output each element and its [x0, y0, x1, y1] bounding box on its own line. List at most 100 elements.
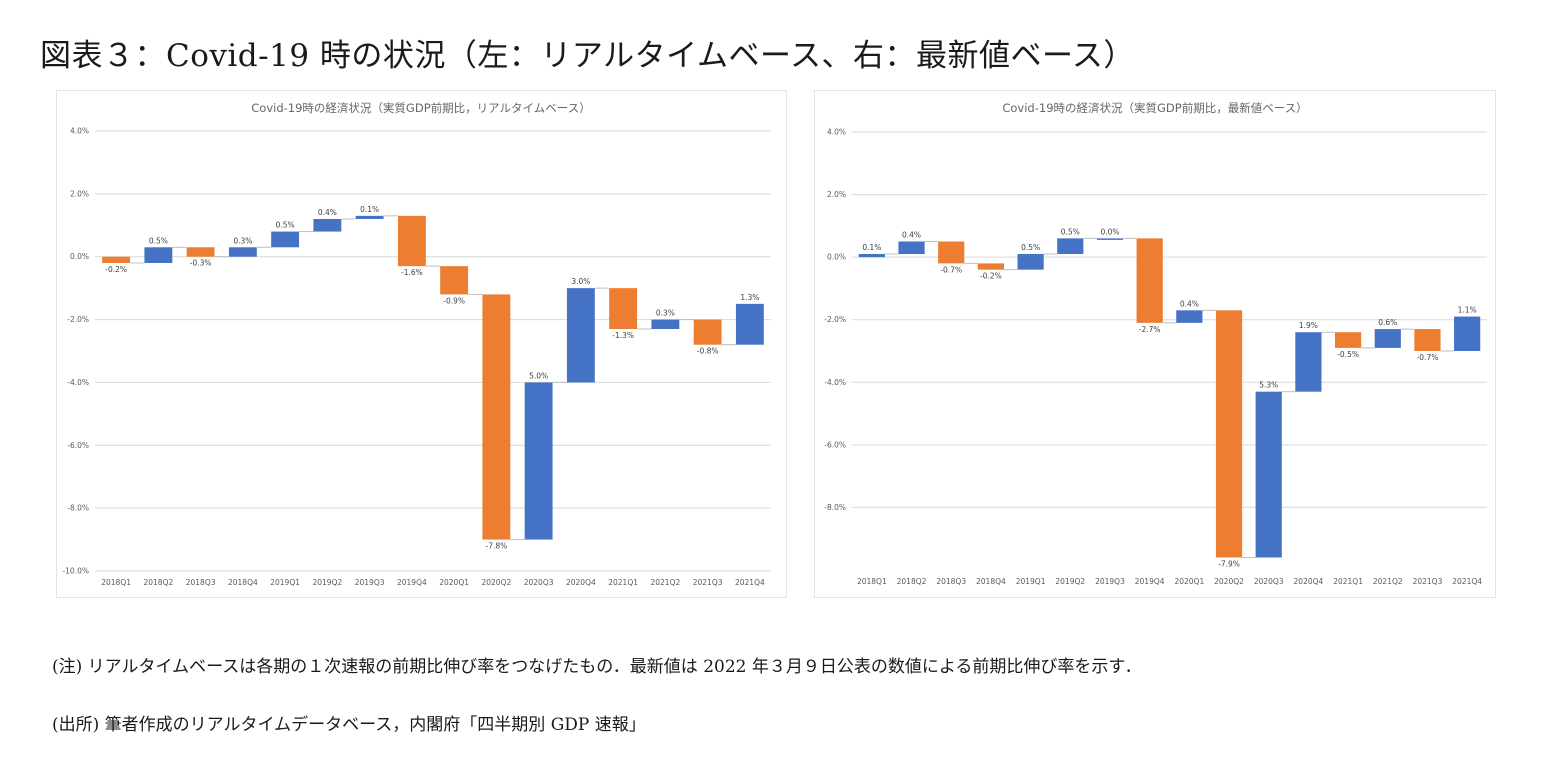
waterfall-bar-2018Q3 — [186, 247, 215, 257]
x-tick-label: 2018Q2 — [897, 577, 927, 586]
data-label: -0.8% — [697, 347, 719, 356]
x-tick-label: 2018Q4 — [976, 577, 1006, 586]
data-label: 5.3% — [1259, 381, 1278, 390]
x-tick-label: 2020Q2 — [1214, 577, 1244, 586]
waterfall-bar-2019Q2 — [313, 219, 342, 232]
x-tick-label: 2021Q3 — [1413, 577, 1443, 586]
y-tick-label: -6.0% — [67, 441, 89, 450]
data-label: -2.7% — [1139, 325, 1161, 334]
y-tick-label: -4.0% — [67, 378, 89, 387]
y-tick-label: -6.0% — [824, 440, 846, 449]
data-label: 0.3% — [656, 309, 675, 318]
x-tick-label: 2019Q1 — [1016, 577, 1046, 586]
data-label: -0.7% — [1417, 353, 1439, 362]
data-label: -0.3% — [190, 259, 212, 268]
data-label: -7.9% — [1218, 559, 1240, 568]
waterfall-bar-2021Q1 — [1334, 332, 1362, 348]
data-label: -0.2% — [980, 272, 1002, 281]
figure-source: (出所) 筆者作成のリアルタイムデータベース，内閣府「四半期別 GDP 速報」 — [52, 715, 646, 735]
x-tick-label: 2020Q2 — [481, 578, 511, 587]
y-tick-label: 4.0% — [70, 127, 89, 136]
data-label: 0.4% — [1180, 299, 1199, 308]
waterfall-bar-2018Q1 — [858, 254, 885, 258]
y-tick-label: -8.0% — [67, 504, 89, 513]
x-tick-label: 2020Q3 — [524, 578, 554, 587]
x-tick-label: 2019Q2 — [312, 578, 342, 587]
x-tick-label: 2021Q1 — [1333, 577, 1363, 586]
waterfall-bar-2021Q2 — [1374, 329, 1401, 348]
x-tick-label: 2020Q3 — [1254, 577, 1284, 586]
waterfall-bar-2018Q2 — [898, 241, 925, 255]
data-label: 3.0% — [571, 277, 590, 286]
data-label: -0.9% — [443, 296, 465, 305]
y-tick-label: -2.0% — [824, 315, 846, 324]
y-tick-label: -2.0% — [67, 315, 89, 324]
x-tick-label: 2018Q4 — [228, 578, 258, 587]
waterfall-bar-2020Q3 — [1255, 391, 1282, 558]
waterfall-bar-2019Q4 — [397, 215, 426, 267]
waterfall-bar-2018Q3 — [938, 241, 965, 264]
data-label: 0.4% — [902, 231, 921, 240]
data-label: -1.6% — [401, 268, 423, 277]
x-tick-label: 2021Q2 — [1373, 577, 1403, 586]
waterfall-bar-2019Q2 — [1057, 238, 1084, 255]
waterfall-bar-2019Q3 — [355, 215, 384, 219]
waterfall-bar-2019Q1 — [271, 231, 300, 248]
data-label: 1.1% — [1458, 306, 1477, 315]
waterfall-bar-2021Q3 — [693, 319, 722, 345]
chart-panel-latest: Covid-19時の経済状況（実質GDP前期比，最新値ベース） 4.0% 2.0% 0… — [814, 90, 1496, 598]
y-tick-label: -4.0% — [824, 378, 846, 387]
data-label: 1.3% — [740, 293, 759, 302]
data-label: 0.3% — [233, 236, 252, 245]
x-tick-label: 2018Q1 — [101, 578, 131, 587]
waterfall-bar-2020Q4 — [1295, 332, 1322, 392]
x-tick-label: 2018Q2 — [143, 578, 173, 587]
x-tick-label: 2019Q4 — [397, 578, 427, 587]
x-tick-label: 2021Q3 — [693, 578, 723, 587]
waterfall-bar-2020Q1 — [440, 266, 469, 295]
chart-title: Covid-19時の経済状況（実質GDP前期比，リアルタイムベース） — [251, 101, 590, 115]
data-label: 0.1% — [360, 205, 379, 214]
waterfall-bar-2018Q2 — [144, 247, 173, 263]
waterfall-bar-2020Q4 — [566, 288, 595, 383]
y-tick-label: -10.0% — [62, 567, 89, 576]
x-tick-label: 2019Q2 — [1055, 577, 1085, 586]
x-tick-label: 2020Q1 — [439, 578, 469, 587]
data-label: 0.5% — [1021, 243, 1040, 252]
waterfall-bar-2018Q1 — [102, 256, 131, 263]
x-tick-label: 2019Q4 — [1135, 577, 1165, 586]
x-tick-label: 2018Q1 — [857, 577, 887, 586]
x-tick-label: 2018Q3 — [186, 578, 216, 587]
data-label: 1.9% — [1299, 321, 1318, 330]
x-tick-label: 2021Q1 — [608, 578, 638, 587]
waterfall-bar-2019Q3 — [1096, 238, 1124, 240]
waterfall-bar-2019Q1 — [1017, 254, 1044, 270]
figure-note: (注) リアルタイムベースは各期の１次速報の前期比伸び率をつなげたもの．最新値は… — [52, 657, 1142, 677]
x-tick-label: 2021Q2 — [650, 578, 680, 587]
waterfall-bar-2020Q2 — [1215, 310, 1243, 558]
data-label: -0.2% — [105, 265, 127, 274]
y-tick-label: 0.0% — [827, 253, 846, 262]
y-tick-label: 2.0% — [827, 190, 846, 199]
data-label: 0.5% — [1061, 227, 1080, 236]
data-label: -1.3% — [612, 331, 634, 340]
waterfall-bar-2018Q4 — [977, 263, 1005, 270]
data-label: 5.0% — [529, 371, 548, 380]
waterfall-bar-2020Q3 — [524, 382, 553, 540]
waterfall-bar-2021Q4 — [1454, 316, 1481, 351]
waterfall-bar-2021Q3 — [1414, 329, 1441, 351]
data-label: 0.5% — [149, 236, 168, 245]
x-tick-label: 2019Q3 — [1095, 577, 1125, 586]
x-tick-label: 2020Q1 — [1174, 577, 1204, 586]
figure-title: 図表３：Covid-19 時の状況（左：リアルタイムベース、右：最新値ベース） — [40, 38, 1135, 74]
y-tick-label: 4.0% — [827, 128, 846, 137]
x-tick-label: 2021Q4 — [1452, 577, 1482, 586]
waterfall-bar-2018Q4 — [228, 247, 257, 257]
x-tick-label: 2019Q1 — [270, 578, 300, 587]
waterfall-bar-2021Q4 — [735, 303, 764, 345]
x-tick-label: 2021Q4 — [735, 578, 765, 587]
data-label: -0.7% — [940, 265, 962, 274]
y-tick-label: 0.0% — [70, 252, 89, 261]
data-label: -0.5% — [1337, 350, 1359, 359]
data-label: -7.8% — [485, 542, 507, 551]
